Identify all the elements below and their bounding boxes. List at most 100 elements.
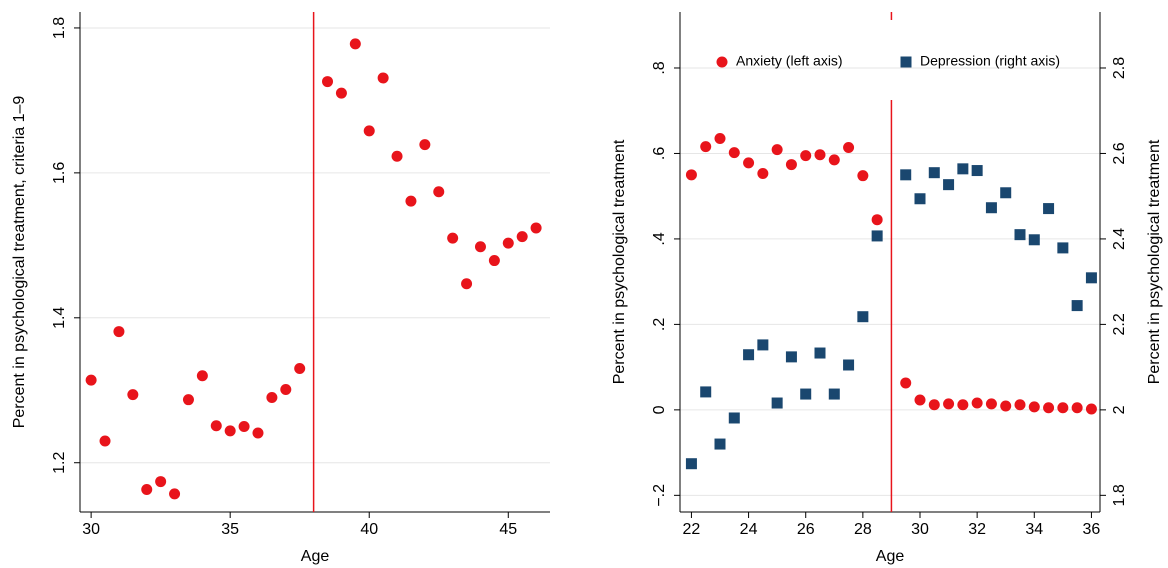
point bbox=[871, 214, 883, 226]
legend-marker bbox=[716, 56, 728, 68]
y-tick-label: 1.8 bbox=[51, 17, 68, 39]
x-tick-label: 28 bbox=[854, 521, 872, 538]
point bbox=[169, 488, 181, 500]
point bbox=[743, 157, 755, 169]
x-tick-label: 22 bbox=[683, 521, 701, 538]
point bbox=[914, 394, 926, 406]
point bbox=[800, 388, 812, 400]
point bbox=[928, 399, 940, 411]
point bbox=[728, 412, 740, 424]
y2-axis-title: Percent in psychological treatment bbox=[1146, 139, 1163, 384]
y2-tick-label: 2.8 bbox=[1111, 57, 1128, 79]
x-tick-label: 32 bbox=[968, 521, 986, 538]
legend-label: Depression (right axis) bbox=[920, 53, 1060, 69]
x-tick-label: 30 bbox=[82, 521, 100, 538]
y-tick-label: .2 bbox=[651, 318, 668, 331]
y-tick-label: −.2 bbox=[651, 484, 668, 507]
point bbox=[196, 370, 208, 382]
point bbox=[1000, 400, 1012, 412]
point bbox=[828, 388, 840, 400]
legend-marker bbox=[900, 56, 912, 68]
point bbox=[814, 347, 826, 359]
point bbox=[1043, 203, 1055, 215]
point bbox=[474, 241, 486, 253]
y-axis-title: Percent in psychological treatment, crit… bbox=[11, 96, 28, 429]
point bbox=[488, 255, 500, 267]
y-tick-label: .6 bbox=[651, 147, 668, 160]
point bbox=[391, 150, 403, 162]
y2-tick-label: 2.6 bbox=[1111, 142, 1128, 164]
point bbox=[322, 76, 334, 88]
point bbox=[224, 425, 236, 437]
point bbox=[985, 202, 997, 214]
y2-tick-label: 2 bbox=[1111, 405, 1128, 414]
x-tick-label: 36 bbox=[1083, 521, 1101, 538]
point bbox=[985, 398, 997, 410]
point bbox=[814, 149, 826, 161]
point bbox=[1014, 399, 1026, 411]
point bbox=[1057, 242, 1069, 254]
point bbox=[461, 278, 473, 290]
point bbox=[99, 435, 111, 447]
point bbox=[1028, 234, 1040, 246]
y-tick-label: .4 bbox=[651, 232, 668, 245]
point bbox=[294, 363, 306, 375]
x-tick-label: 35 bbox=[221, 521, 239, 538]
point bbox=[785, 159, 797, 171]
point bbox=[210, 420, 222, 432]
point bbox=[1000, 187, 1012, 199]
point bbox=[182, 394, 194, 406]
point bbox=[377, 72, 389, 84]
point bbox=[800, 150, 812, 162]
x-tick-label: 34 bbox=[1025, 521, 1043, 538]
point bbox=[238, 420, 250, 432]
point bbox=[943, 179, 955, 191]
y2-tick-label: 1.8 bbox=[1111, 484, 1128, 506]
y-tick-label: 1.4 bbox=[51, 307, 68, 329]
point bbox=[1014, 229, 1026, 241]
y-tick-label: .8 bbox=[651, 61, 668, 74]
point bbox=[1028, 401, 1040, 413]
y-tick-label: 1.6 bbox=[51, 162, 68, 184]
point bbox=[419, 139, 431, 151]
point bbox=[1071, 402, 1083, 414]
point bbox=[971, 397, 983, 409]
point bbox=[363, 125, 375, 137]
point bbox=[433, 186, 445, 198]
x-tick-label: 30 bbox=[911, 521, 929, 538]
x-tick-label: 26 bbox=[797, 521, 815, 538]
point bbox=[900, 169, 912, 181]
x-tick-label: 24 bbox=[740, 521, 758, 538]
point bbox=[857, 170, 869, 182]
point bbox=[685, 169, 697, 181]
point bbox=[828, 154, 840, 166]
point bbox=[785, 351, 797, 363]
legend-label: Anxiety (left axis) bbox=[736, 53, 843, 69]
point bbox=[685, 458, 697, 470]
point bbox=[349, 38, 361, 50]
point bbox=[714, 132, 726, 144]
point bbox=[280, 384, 292, 396]
point bbox=[127, 389, 139, 401]
point bbox=[757, 339, 769, 351]
y-axis-title: Percent in psychological treatment bbox=[611, 139, 628, 384]
point bbox=[700, 386, 712, 398]
point bbox=[141, 484, 153, 496]
point bbox=[900, 377, 912, 389]
point bbox=[405, 195, 417, 207]
y2-tick-label: 2.4 bbox=[1111, 228, 1128, 250]
point bbox=[1071, 300, 1083, 312]
point bbox=[743, 349, 755, 361]
point bbox=[871, 230, 883, 242]
point bbox=[85, 374, 97, 386]
x-tick-label: 45 bbox=[499, 521, 517, 538]
point bbox=[113, 326, 125, 338]
point bbox=[335, 87, 347, 99]
point bbox=[155, 476, 167, 488]
x-tick-label: 40 bbox=[360, 521, 378, 538]
point bbox=[957, 399, 969, 411]
point bbox=[843, 359, 855, 371]
point bbox=[971, 165, 983, 177]
point bbox=[957, 163, 969, 175]
point bbox=[700, 141, 712, 153]
